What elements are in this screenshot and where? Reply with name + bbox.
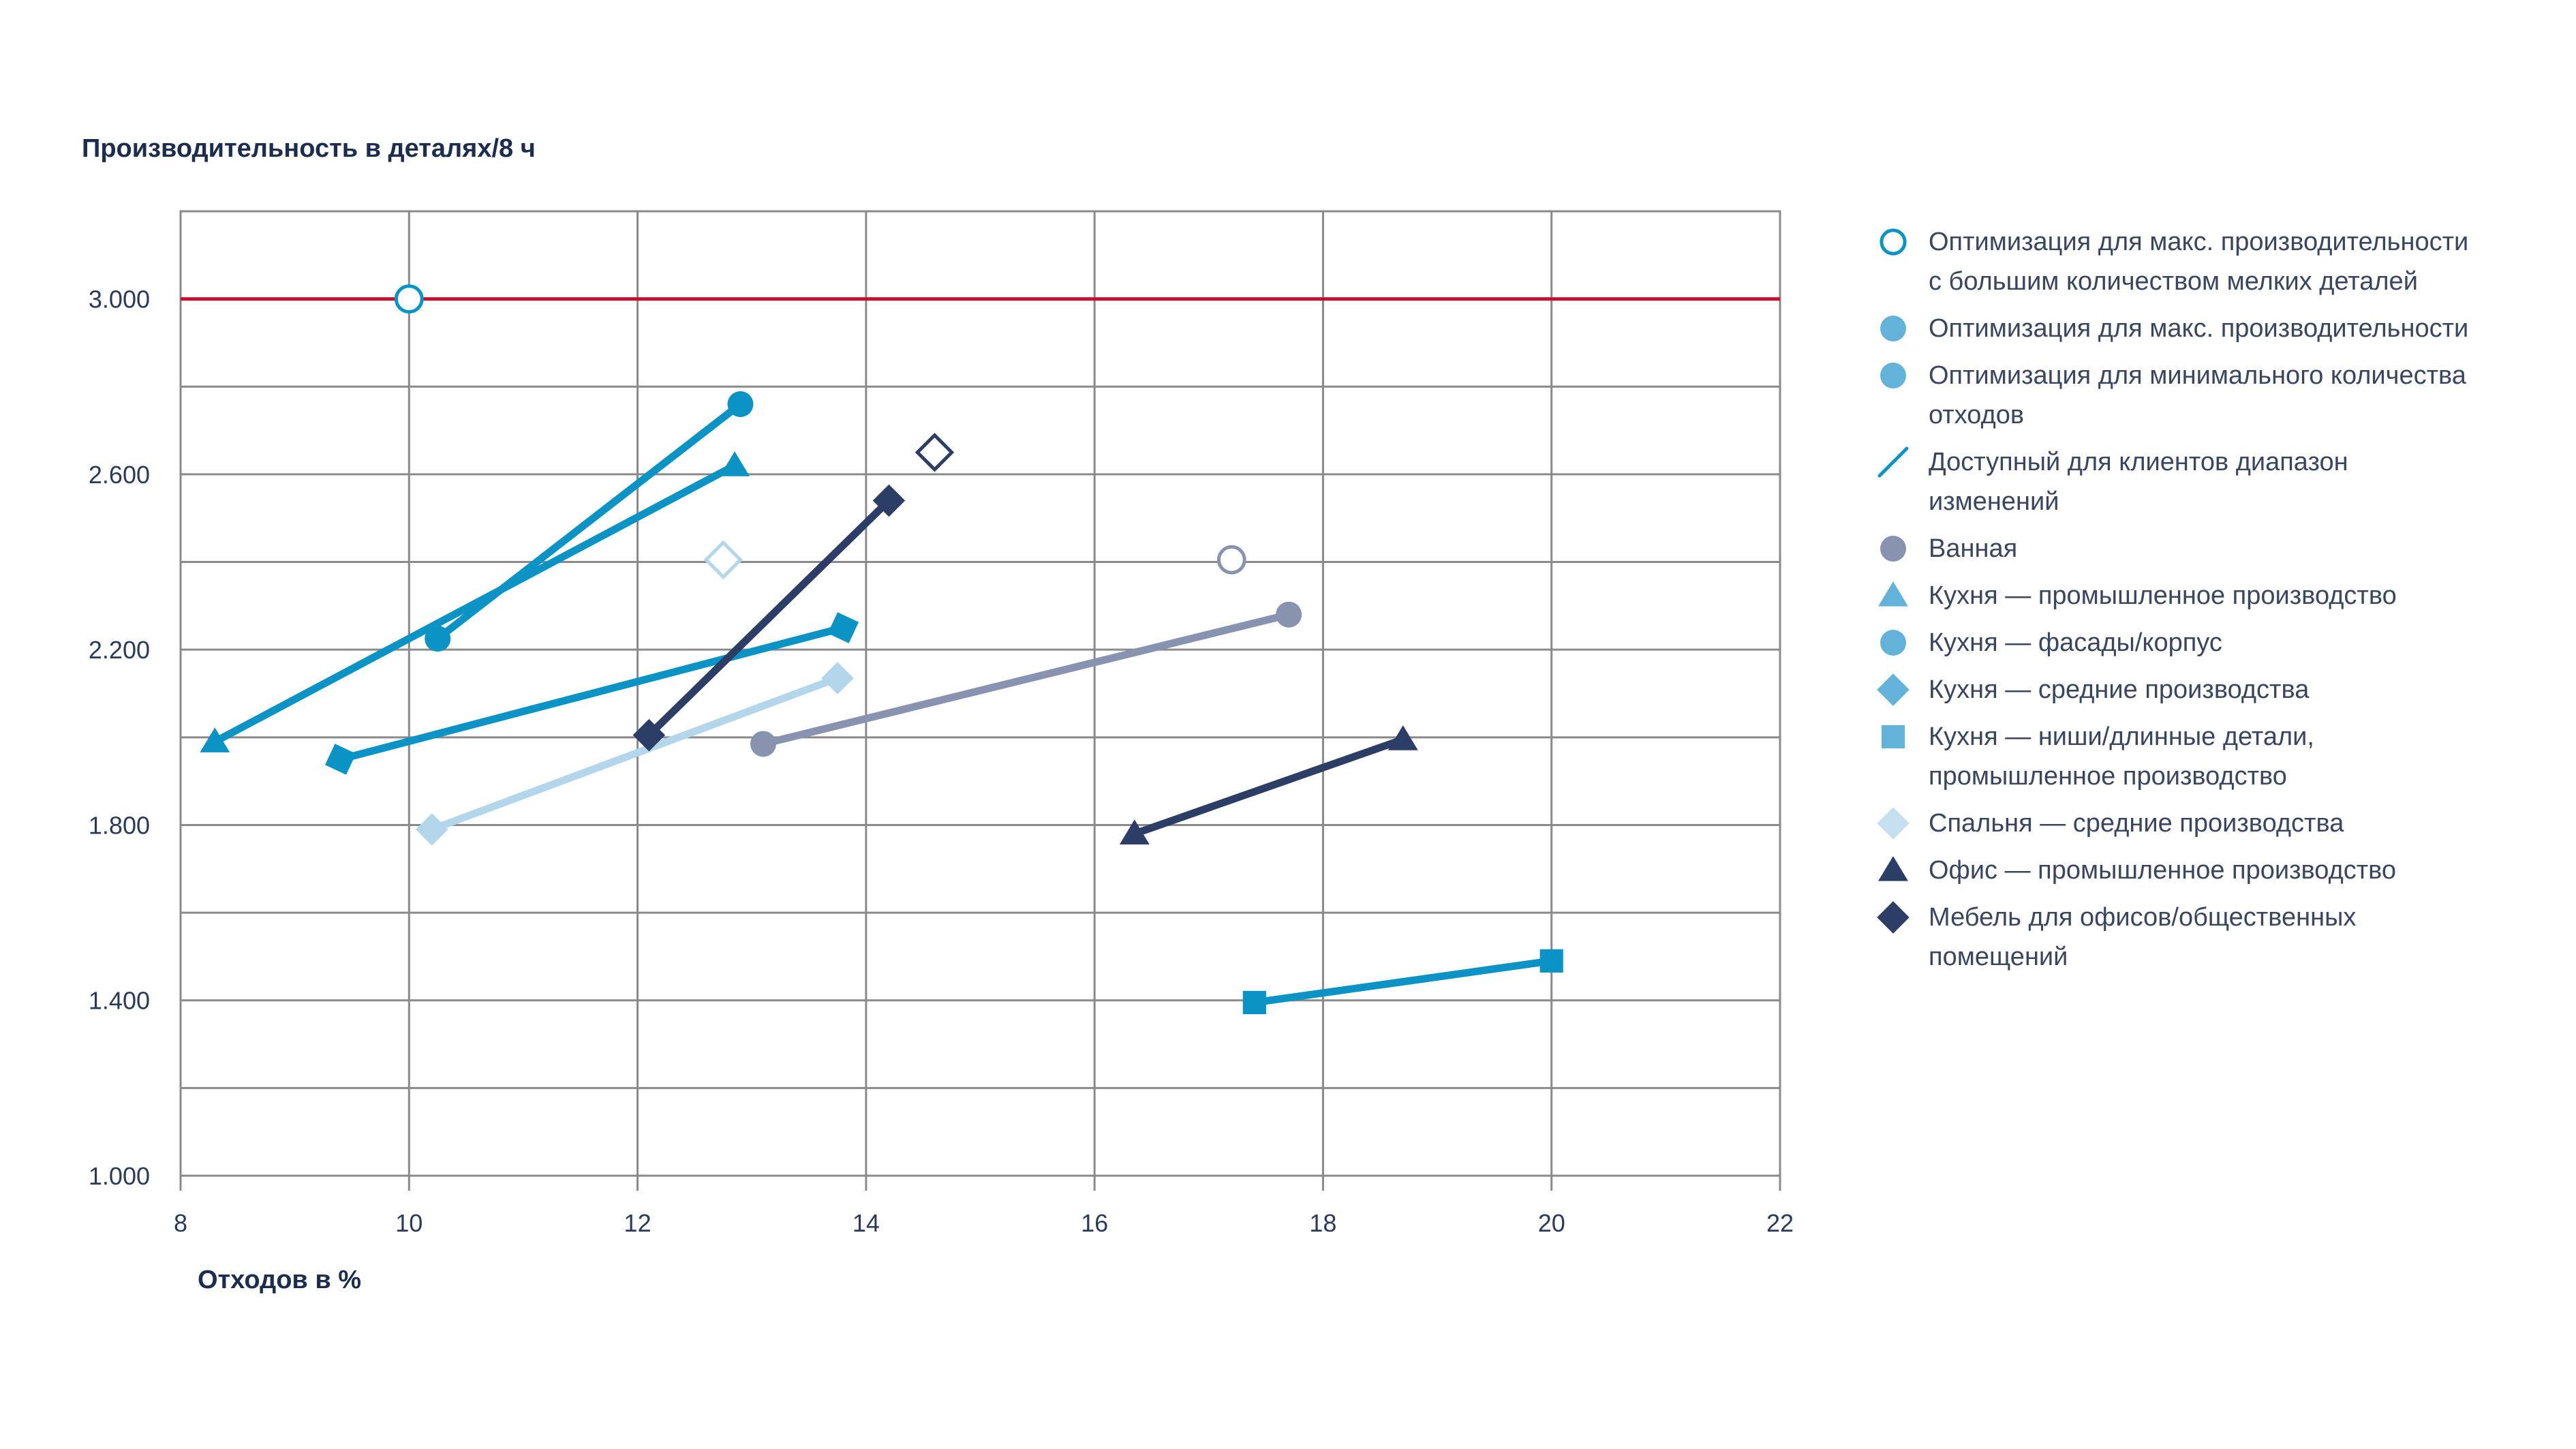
series-line bbox=[211, 461, 739, 746]
legend-icon bbox=[1878, 581, 1908, 607]
legend-item-4: Ванная bbox=[1880, 534, 2017, 563]
legend-icon bbox=[1880, 363, 1906, 388]
data-point bbox=[1242, 990, 1266, 1015]
tick-labels: 8 10 12 14 16 18 20 22 1.000 1.400 1.800 2.200 2.600… bbox=[89, 286, 1794, 1237]
legend-label: отходов bbox=[1929, 401, 2024, 429]
series-line bbox=[337, 624, 847, 763]
legend-label: Оптимизация для макс. производительности bbox=[1929, 314, 2468, 343]
data-point bbox=[720, 451, 750, 476]
series-2 bbox=[324, 612, 859, 775]
x-axis-title: Отходов в % bbox=[198, 1266, 361, 1294]
annotations-group bbox=[394, 284, 1246, 580]
legend-label: Кухня — фасады/корпус bbox=[1929, 628, 2222, 657]
legend-item-7: Кухня — средние производства bbox=[1877, 673, 2310, 706]
x-tick-label: 20 bbox=[1538, 1209, 1565, 1237]
legend-label: Оптимизация для минимального количества bbox=[1929, 361, 2467, 390]
legend-label: с большим количеством мелких деталей bbox=[1929, 267, 2418, 296]
y-tick-label: 1.000 bbox=[89, 1162, 150, 1190]
legend-label: изменений bbox=[1929, 487, 2059, 516]
legend-item-5: Кухня — промышленное производство bbox=[1878, 581, 2397, 610]
legend-icon bbox=[1877, 673, 1910, 706]
series-line bbox=[1131, 735, 1407, 838]
data-point bbox=[727, 391, 754, 417]
legend-item-9: Спальня — средние производства bbox=[1877, 807, 2344, 840]
legend-label: Ванная bbox=[1929, 534, 2017, 563]
series-0 bbox=[425, 391, 754, 652]
legend-label: Офис — промышленное производство bbox=[1929, 856, 2396, 885]
series-line bbox=[759, 611, 1293, 748]
legend-icon bbox=[1880, 228, 1907, 256]
legend-icon bbox=[1877, 446, 1909, 478]
legend-item-3: Доступный для клиентов диапазон изменений bbox=[1877, 446, 2348, 516]
y-tick-label: 2.200 bbox=[89, 636, 150, 664]
x-tick-label: 12 bbox=[624, 1209, 651, 1237]
series-7 bbox=[1119, 725, 1418, 844]
y-tick-label: 1.400 bbox=[89, 987, 150, 1015]
legend-icon bbox=[1880, 630, 1906, 656]
series-4 bbox=[416, 662, 854, 846]
data-point bbox=[632, 718, 666, 752]
open-marker bbox=[915, 433, 955, 472]
data-point bbox=[872, 484, 906, 517]
y-tick-label: 2.600 bbox=[89, 461, 150, 489]
chart-grid bbox=[179, 210, 1781, 1191]
legend-item-0: Оптимизация для макс. производительности… bbox=[1880, 228, 2468, 296]
legend-label: Оптимизация для макс. производительности bbox=[1929, 228, 2468, 256]
x-tick-label: 16 bbox=[1081, 1209, 1108, 1237]
data-point bbox=[827, 612, 859, 643]
series-line bbox=[645, 497, 893, 739]
data-point bbox=[324, 744, 356, 775]
x-tick-label: 22 bbox=[1766, 1209, 1794, 1237]
legend-icon bbox=[1880, 316, 1906, 341]
series-line bbox=[433, 400, 744, 643]
series-5 bbox=[750, 601, 1302, 757]
y-tick-label: 3.000 bbox=[89, 286, 150, 314]
data-point bbox=[750, 731, 776, 757]
legend-item-2: Оптимизация для минимального количества о… bbox=[1880, 361, 2467, 429]
open-marker bbox=[394, 284, 424, 314]
legend-label: Кухня — средние производства bbox=[1929, 675, 2310, 704]
data-point bbox=[416, 813, 448, 846]
series-group bbox=[200, 391, 1563, 1015]
open-marker bbox=[703, 540, 743, 580]
data-point bbox=[1387, 725, 1418, 750]
legend-label: помещений bbox=[1929, 943, 2068, 971]
data-point bbox=[821, 662, 854, 695]
legend: Оптимизация для макс. производительности… bbox=[1877, 228, 2468, 971]
legend-item-11: Мебель для офисов/общественных помещений bbox=[1877, 901, 2356, 971]
legend-label: промышленное производство bbox=[1929, 762, 2287, 791]
data-point bbox=[1539, 949, 1563, 973]
series-1 bbox=[200, 451, 750, 752]
legend-icon bbox=[1877, 901, 1910, 934]
legend-icon bbox=[1881, 724, 1905, 749]
data-point bbox=[1276, 601, 1302, 628]
legend-label: Спальня — средние производства bbox=[1929, 809, 2344, 838]
series-6 bbox=[632, 484, 906, 752]
x-tick-label: 18 bbox=[1309, 1209, 1336, 1237]
legend-item-1: Оптимизация для макс. производительности bbox=[1880, 314, 2468, 343]
data-point bbox=[1119, 819, 1150, 844]
legend-item-6: Кухня — фасады/корпус bbox=[1880, 628, 2222, 657]
y-tick-label: 1.800 bbox=[89, 811, 150, 839]
x-tick-label: 10 bbox=[395, 1209, 423, 1237]
series-line bbox=[428, 674, 842, 834]
x-tick-label: 14 bbox=[853, 1209, 880, 1237]
data-point bbox=[425, 626, 451, 652]
y-axis-title: Производительность в деталях/8 ч bbox=[82, 134, 536, 163]
series-line bbox=[1251, 957, 1556, 1007]
legend-label: Кухня — промышленное производство bbox=[1929, 581, 2397, 610]
legend-label: Мебель для офисов/общественных bbox=[1929, 903, 2356, 932]
series-3 bbox=[1242, 949, 1563, 1015]
open-marker bbox=[1216, 545, 1246, 575]
legend-label: Кухня — ниши/длинные детали, bbox=[1929, 722, 2314, 751]
legend-item-10: Офис — промышленное производство bbox=[1878, 856, 2396, 885]
data-point bbox=[200, 727, 230, 752]
x-tick-label: 8 bbox=[174, 1209, 187, 1237]
legend-item-8: Кухня — ниши/длинные детали, промышленное… bbox=[1881, 722, 2314, 791]
legend-label: Доступный для клиентов диапазон bbox=[1929, 448, 2348, 476]
legend-icon bbox=[1877, 807, 1910, 840]
legend-icon bbox=[1880, 536, 1906, 562]
legend-icon bbox=[1878, 856, 1908, 881]
